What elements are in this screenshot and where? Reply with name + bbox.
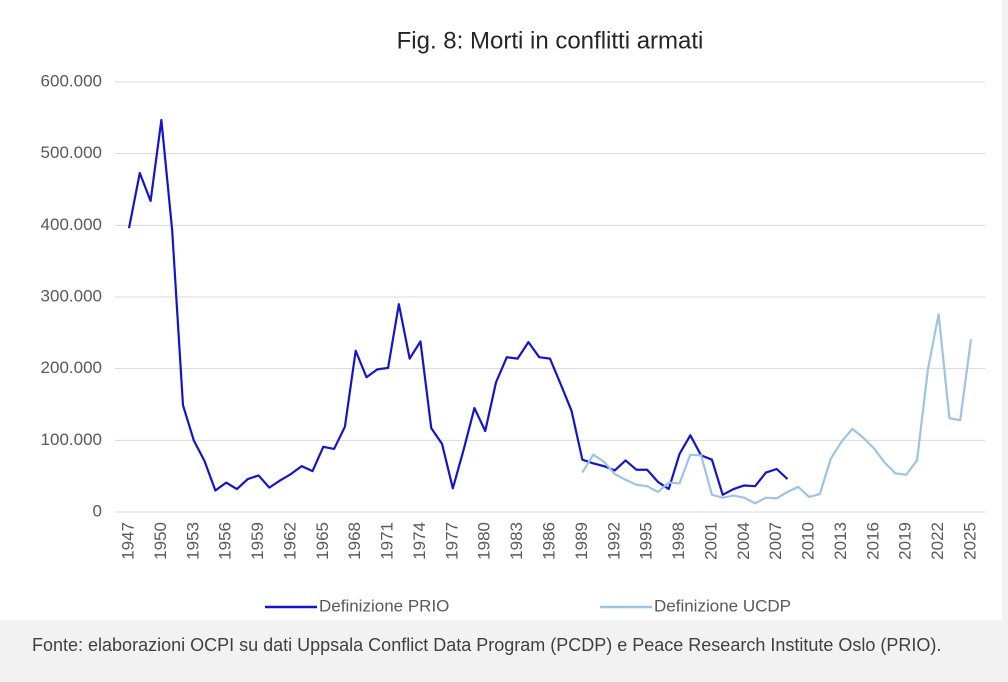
chart-title: Fig. 8: Morti in conflitti armati [397, 27, 704, 54]
x-tick-label: 1977 [442, 522, 461, 560]
x-tick-label: 1965 [313, 522, 332, 560]
y-tick-label: 500.000 [41, 143, 102, 162]
series-line [127, 118, 789, 496]
x-tick-label: 2022 [928, 522, 947, 560]
x-tick-label: 2004 [734, 522, 753, 560]
x-tick-label: 1995 [637, 522, 656, 560]
x-tick-label: 2007 [766, 522, 785, 560]
y-tick-label: 100.000 [41, 430, 102, 449]
x-tick-label: 2016 [863, 522, 882, 560]
y-tick-label: 200.000 [41, 358, 102, 377]
x-tick-label: 1962 [280, 522, 299, 560]
x-tick-label: 2001 [701, 522, 720, 560]
legend-label: Definizione PRIO [319, 596, 449, 615]
source-note: Fonte: elaborazioni OCPI su dati Uppsala… [32, 635, 942, 655]
x-tick-label: 1998 [669, 522, 688, 560]
y-tick-label: 0 [93, 501, 102, 520]
x-tick-label: 1983 [507, 522, 526, 560]
x-tick-label: 1956 [216, 522, 235, 560]
x-tick-label: 1959 [248, 522, 267, 560]
legend-label: Definizione UCDP [654, 596, 791, 615]
x-tick-label: 2010 [799, 522, 818, 560]
x-tick-label: 2025 [960, 522, 979, 560]
chart-area [0, 0, 1002, 620]
series-line [581, 313, 973, 505]
x-tick-label: 1989 [572, 522, 591, 560]
chart: Fig. 8: Morti in conflitti armati 0 100.0… [0, 0, 1002, 620]
x-tick-label: 2019 [896, 522, 915, 560]
x-tick-label: 2013 [831, 522, 850, 560]
y-tick-label: 300.000 [41, 286, 102, 305]
x-tick-label: 1992 [604, 522, 623, 560]
x-tick-label: 1971 [378, 522, 397, 560]
x-tick-label: 1950 [151, 522, 170, 560]
x-tick-label: 1968 [345, 522, 364, 560]
x-tick-label: 1974 [410, 522, 429, 560]
y-tick-label: 600.000 [41, 71, 102, 90]
y-tick-label: 400.000 [41, 215, 102, 234]
x-tick-label: 1947 [118, 522, 137, 560]
x-tick-label: 1980 [475, 522, 494, 560]
x-tick-label: 1953 [183, 522, 202, 560]
x-tick-label: 1986 [539, 522, 558, 560]
